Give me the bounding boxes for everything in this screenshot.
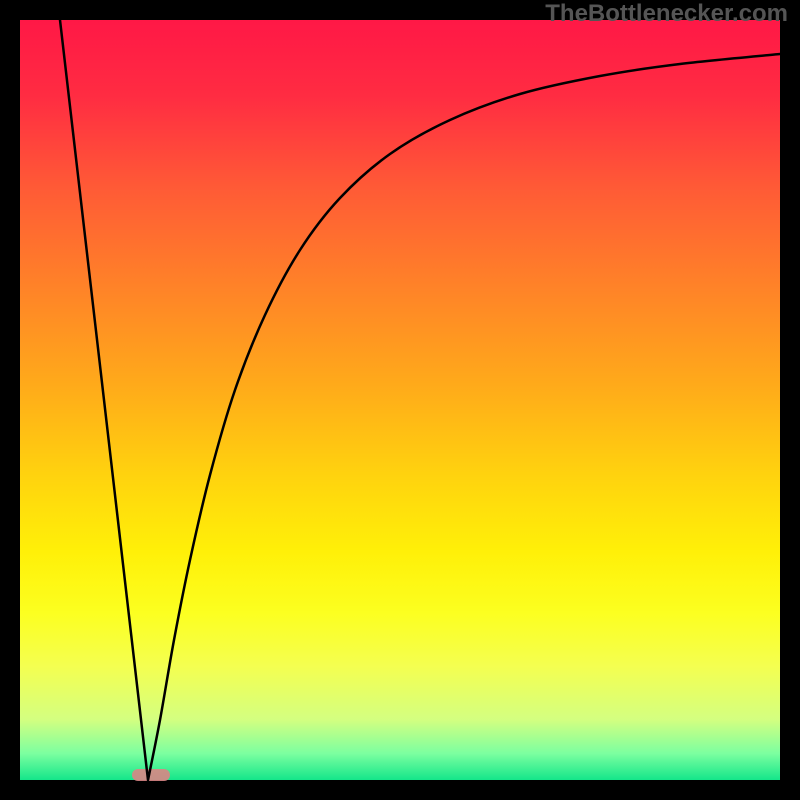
chart-svg (0, 0, 800, 800)
chart-frame: TheBottlenecker.com (0, 0, 800, 800)
watermark-text: TheBottlenecker.com (545, 0, 788, 28)
